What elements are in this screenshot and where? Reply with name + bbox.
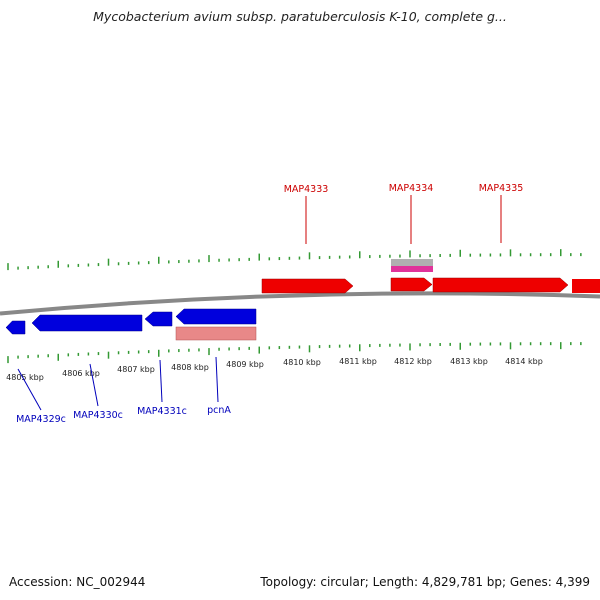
gene-label: pcnA	[207, 405, 231, 416]
map-title: Mycobacterium avium subsp. paratuberculo…	[93, 9, 507, 24]
gene-label: MAP4333	[284, 184, 329, 195]
reverse-gene-arrow	[31, 314, 143, 332]
gene-label: MAP4330c	[73, 410, 123, 421]
kbp-label: 4809 kbp	[226, 360, 264, 369]
reverse-gene-arrow	[5, 320, 26, 335]
reverse-gene-arrow	[144, 311, 173, 327]
misc-feature-bar	[391, 266, 433, 272]
kbp-scale: 4805 kbp 4806 kbp 4807 kbp 4808 kbp 4809 kbp…	[6, 357, 543, 382]
inner-tick-ring	[7, 342, 582, 364]
kbp-label: 4814 kbp	[505, 357, 543, 366]
misc-feature-bar	[391, 259, 433, 266]
gene-label: MAP4329c	[16, 414, 66, 425]
kbp-label: 4810 kbp	[283, 358, 321, 367]
gene-labels: MAP4333 MAP4334 MAP4335 MAP4329c MAP4330c MAP…	[16, 183, 523, 425]
outer-tick-ring	[7, 249, 582, 271]
pseudo-feature-bar	[175, 326, 257, 341]
kbp-label: 4807 kbp	[117, 365, 155, 374]
label-leader-line	[215, 356, 219, 403]
gene-label: MAP4334	[389, 183, 434, 194]
genome-summary: Topology: circular; Length: 4,829,781 bp…	[260, 575, 590, 589]
accession-text: Accession: NC_002944	[9, 575, 146, 589]
gene-label: MAP4335	[479, 183, 524, 194]
kbp-label: 4811 kbp	[339, 357, 377, 366]
forward-gene-arrow	[390, 277, 433, 292]
kbp-label: 4812 kbp	[394, 357, 432, 366]
kbp-label: 4808 kbp	[171, 363, 209, 372]
label-leader-line	[159, 359, 163, 403]
forward-gene-arrow	[261, 278, 354, 294]
reverse-gene-arrow	[175, 308, 257, 325]
feature-track	[5, 259, 600, 341]
forward-gene-arrow	[572, 279, 600, 293]
label-leader-line	[89, 363, 99, 407]
genome-backbone	[0, 291, 600, 316]
label-leader-line	[17, 368, 42, 411]
kbp-label: 4813 kbp	[450, 357, 488, 366]
forward-gene-arrow	[432, 277, 569, 293]
kbp-label: 4806 kbp	[62, 369, 100, 378]
gene-label: MAP4331c	[137, 406, 187, 417]
kbp-label: 4805 kbp	[6, 373, 44, 382]
